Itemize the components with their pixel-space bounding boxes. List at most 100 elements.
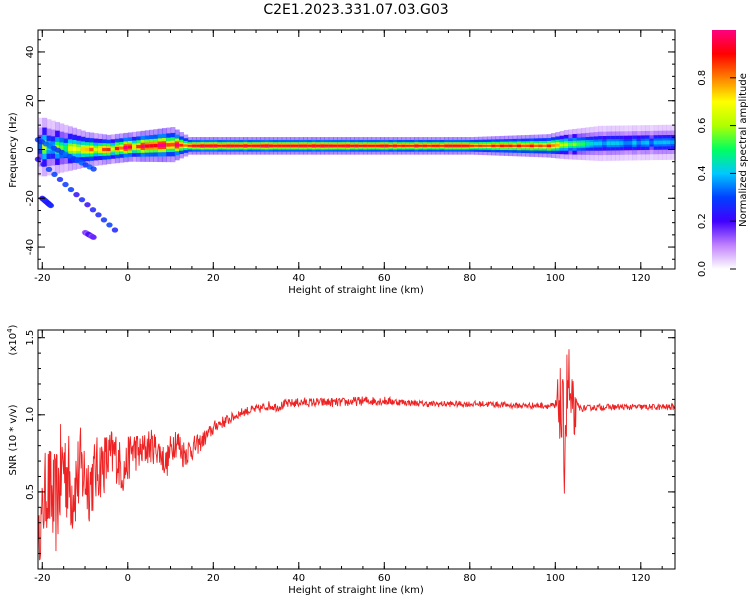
harmonic-trace-cell	[111, 227, 119, 233]
spectrogram-cell	[238, 144, 244, 147]
spectrogram-cell	[106, 147, 112, 152]
spectrogram-cell	[585, 142, 591, 146]
spectrogram-cell	[452, 144, 458, 147]
spectrogram-cell	[503, 144, 509, 147]
y-tick-label: 40	[25, 46, 36, 59]
spectrogram-cell	[397, 144, 402, 147]
spectrogram-cell	[350, 144, 355, 147]
spectrogram-cell	[568, 142, 573, 147]
x-tick-label: 40	[292, 273, 305, 284]
spectrogram-cell	[589, 141, 595, 146]
spectrogram-cell	[409, 144, 415, 147]
spectrogram-cell	[341, 144, 347, 147]
x-tick-label: 0	[125, 573, 131, 584]
spectrogram-cell	[200, 144, 206, 147]
spectrogram-cell	[508, 144, 514, 147]
spectrogram-cell	[67, 146, 73, 151]
spectrogram-cell	[234, 144, 240, 147]
spectrogram-cell	[533, 144, 539, 148]
y-tick-label: 0	[25, 146, 36, 152]
spectrogram-cell	[166, 143, 172, 147]
spectrogram-cell	[256, 144, 261, 147]
spectrogram-cell	[422, 144, 428, 147]
spectrogram-cell	[448, 144, 454, 147]
snr-multiplier-exp: 4	[6, 328, 14, 333]
x-tick-label: 40	[292, 573, 305, 584]
spectrogram-cell	[439, 144, 445, 147]
spectrogram-cell	[264, 144, 270, 147]
spectrogram-cell	[311, 144, 317, 147]
spectrogram-cell	[435, 144, 441, 147]
spectrogram-cell	[123, 146, 129, 150]
spectrogram-cell	[576, 142, 582, 146]
spectrogram-cell	[546, 144, 552, 148]
y-tick-label: 20	[25, 94, 36, 107]
snr-panel: -20 0 20 40 60 80 100 120 0.5 1.0 1.5 Height of st…	[6, 324, 676, 596]
spectrogram-cell	[294, 144, 300, 147]
spectrogram-cell	[649, 140, 655, 145]
spectrogram-cell	[72, 146, 78, 151]
spectrogram-cell	[602, 141, 608, 146]
spectrogram-cell	[102, 147, 108, 152]
spectrogram-cell	[640, 140, 646, 145]
spectrogram-cell	[542, 144, 548, 148]
spectrogram-cell	[499, 144, 505, 147]
spectrogram-cell	[645, 140, 650, 145]
spectrogram-cell	[149, 144, 155, 148]
spectrogram-cell	[153, 143, 159, 148]
snr-multiplier-close: )	[8, 324, 19, 328]
colorbar: 0.0 0.2 0.4 0.6 0.8 Normalized spectral ampl…	[697, 30, 749, 277]
spectrogram-cell	[598, 141, 603, 146]
spectrogram-cell	[93, 147, 99, 152]
x-tick-label: 0	[125, 273, 131, 284]
spectrogram-cell	[97, 147, 103, 152]
spectrogram-cell	[204, 144, 210, 147]
harmonic-trace-cell	[90, 166, 97, 172]
spectrogram-cell	[555, 143, 561, 147]
spectrogram-cell	[76, 146, 82, 152]
spectrogram-cell	[320, 144, 326, 147]
spectrogram-cell	[243, 144, 249, 147]
spectrogram-cell	[337, 144, 343, 147]
spectrogram-cell	[132, 145, 137, 149]
spectrogram-cell	[371, 144, 377, 147]
spectrogram-cell	[525, 144, 531, 147]
spectrogram-cell	[174, 143, 180, 147]
x-tick-label: 20	[207, 273, 220, 284]
y-tick-label: 1.0	[25, 407, 36, 423]
snr-axes: -20 0 20 40 60 80 100 120 0.5 1.0 1.5	[25, 330, 675, 584]
snr-ylabel: SNR (10 * v/v)	[8, 404, 19, 475]
spectrogram-cell	[551, 144, 556, 147]
spectrogram-cell	[315, 144, 321, 147]
spectrogram-cell	[474, 144, 479, 147]
spectrogram-cell	[610, 141, 616, 146]
spectrogram-panel: -20 0 20 40 60 80 100 120 -40 -20 0 20 40 Height of …	[8, 29, 676, 296]
spectrogram-cell	[367, 144, 373, 147]
spectrogram-cell	[209, 144, 214, 147]
spectrogram-cell	[358, 144, 364, 147]
spectrogram-cell	[563, 143, 569, 147]
spectrogram-cell	[251, 144, 257, 147]
spectrogram-cell	[461, 144, 467, 147]
spectrogram-ylabel: Frequency (Hz)	[8, 112, 19, 188]
harmonic-trace-cell	[100, 217, 108, 223]
spectrogram-cell	[380, 144, 385, 147]
spectrogram-cell	[521, 144, 526, 147]
harmonic-trace-cell	[78, 197, 86, 203]
harmonic-trace-cell	[67, 186, 75, 193]
x-tick-label: 60	[378, 573, 391, 584]
spectrogram-cell	[666, 140, 672, 145]
spectrogram-cell	[593, 141, 599, 146]
spectrogram-cell	[191, 144, 197, 147]
harmonic-trace-cell	[89, 207, 97, 213]
x-tick-label: 100	[546, 273, 565, 284]
spectrogram-cell	[427, 144, 432, 147]
harmonic-trace-cell	[56, 176, 64, 183]
spectrogram-cell	[187, 144, 193, 147]
spectrogram-cell	[136, 144, 142, 149]
spectrogram-cell	[559, 143, 565, 147]
spectrogram-cell	[414, 144, 420, 147]
spectrogram-cell	[110, 147, 116, 151]
spectrogram-cell	[230, 144, 236, 147]
spectrogram-cell	[478, 144, 484, 147]
